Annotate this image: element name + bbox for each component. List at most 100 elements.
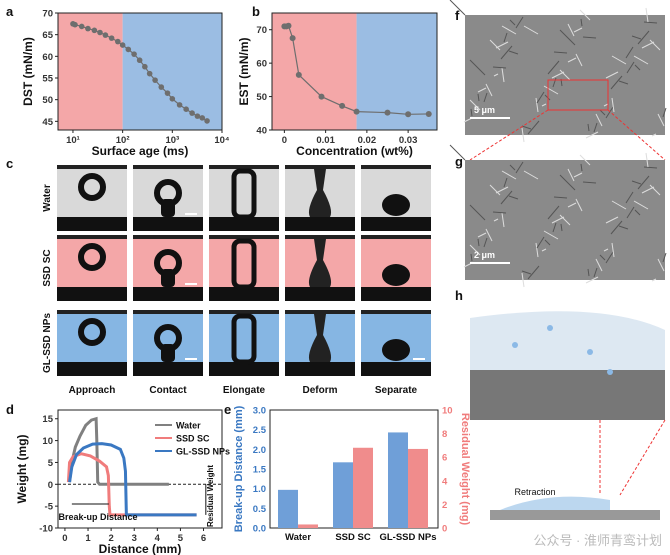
fiber [603, 103, 609, 107]
bar-residual-weight [408, 448, 428, 528]
fiber [483, 237, 488, 248]
substrate [57, 362, 127, 376]
fiber [573, 172, 583, 178]
needle-top [361, 165, 431, 169]
x-tick-label: 10² [116, 135, 130, 146]
watermark: 公众号 · 淮师青鸾计划 [533, 533, 662, 548]
bar-break-up-distance [333, 462, 353, 528]
fiber [469, 244, 481, 256]
nanoparticle [512, 342, 518, 348]
y2-tick-label: 10 [442, 406, 453, 417]
legend-label: SSD SC [176, 434, 210, 444]
droplet [308, 169, 332, 217]
row-label: SSD SC [42, 249, 53, 286]
droplet [382, 339, 410, 361]
droplet-image [285, 235, 355, 301]
scale-bar [413, 358, 425, 360]
x-tick-label: 0.01 [316, 135, 335, 146]
retraction-label: Retraction [514, 487, 555, 497]
scale-bar [185, 358, 197, 360]
fiber [503, 177, 508, 188]
y-tick-label: 2.5 [253, 425, 267, 436]
fiber [651, 278, 657, 282]
fiber [593, 122, 598, 133]
dst-point [115, 38, 121, 45]
shaded-region-blue [356, 13, 437, 130]
x-tick-label: 10⁴ [214, 135, 230, 146]
fiber [587, 123, 590, 132]
droplet-image [209, 165, 279, 231]
fiber [580, 163, 583, 172]
fiber [559, 69, 571, 81]
est-point [384, 109, 391, 116]
fiber [611, 242, 615, 258]
fiber [637, 175, 650, 190]
substrate [133, 217, 203, 231]
dst-point [176, 102, 183, 108]
dst-point [119, 42, 126, 48]
fiber [579, 9, 591, 21]
droplet [231, 313, 257, 365]
droplet [78, 318, 106, 346]
x-tick-label: 0.03 [399, 135, 418, 146]
x-tick-label: 6 [201, 533, 206, 544]
x-tick-label: 10³ [165, 135, 179, 146]
zoom-line [619, 419, 666, 496]
y-tick-label: 10 [42, 436, 53, 447]
scale-bar [470, 262, 510, 264]
sem-image-g: 2 μm [449, 144, 667, 288]
x-tick-label: 1 [85, 533, 91, 544]
x-tick-label: 0 [282, 135, 287, 146]
substrate [361, 362, 431, 376]
fiber [662, 107, 667, 118]
fiber [559, 174, 576, 191]
needle-top [133, 165, 203, 169]
fiber [611, 55, 627, 65]
y-tick-label: 3.0 [253, 406, 266, 417]
fiber [559, 214, 571, 226]
scale-bar [185, 283, 197, 285]
needle-top [209, 235, 279, 239]
dst-point [189, 110, 195, 116]
y-tick-label: 55 [42, 74, 53, 85]
substrate [285, 362, 355, 376]
est-point [295, 71, 302, 78]
panel-letter-a: a [6, 4, 14, 19]
droplet-image [57, 165, 127, 231]
fiber [645, 7, 649, 23]
fiber [611, 97, 615, 113]
y-tick-label: 2.0 [253, 445, 266, 456]
dst-point [97, 29, 103, 36]
needle-top [209, 165, 279, 169]
legend-label: GL-SSD NPs [176, 447, 230, 457]
y2-tick-label: 4 [442, 476, 448, 487]
fiber [449, 144, 466, 161]
fiber [509, 164, 516, 171]
fiber [535, 97, 539, 113]
scale-bar [470, 117, 510, 119]
fiber [637, 30, 650, 45]
series-line-water [68, 416, 169, 486]
legend-label: Water [176, 421, 201, 431]
fiber [618, 225, 629, 230]
fiber [626, 206, 635, 219]
dst-point [142, 63, 148, 70]
category-label: SSD SC [335, 532, 371, 543]
fiber [469, 204, 486, 221]
droplet-image [133, 165, 203, 231]
fiber [503, 32, 508, 43]
droplet-image [57, 310, 127, 376]
x-tick-label: 2 [108, 533, 113, 544]
fiber [449, 0, 466, 16]
fiber [515, 161, 524, 174]
dst-point [146, 70, 153, 77]
fiber [547, 60, 560, 75]
x-tick-label: 0.02 [358, 135, 377, 146]
bar-residual-weight [353, 447, 373, 528]
fiber [611, 200, 627, 210]
fiber [631, 180, 642, 185]
fiber [485, 83, 493, 97]
fiber [567, 168, 575, 182]
nanoparticle [607, 369, 613, 375]
fiber [523, 25, 539, 35]
